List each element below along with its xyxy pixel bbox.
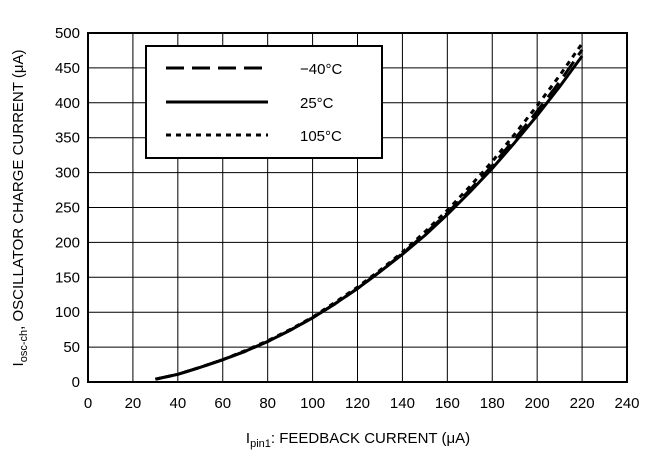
x-tick-label: 180 xyxy=(480,395,505,412)
y-tick-label: 100 xyxy=(55,304,80,321)
x-tick-label: 120 xyxy=(345,395,370,412)
x-tick-label: 20 xyxy=(125,395,142,412)
x-tick-labels: 0 20 40 60 80 100 120 140 160 180 200 220 240 xyxy=(84,395,640,412)
y-tick-labels: 0 50 100 150 200 250 300 350 400 450 500 xyxy=(55,25,80,391)
plot-frame xyxy=(87,32,628,383)
y-tick-label: 0 xyxy=(72,374,80,391)
series-layer xyxy=(155,42,584,381)
x-tick-label: 220 xyxy=(570,395,595,412)
y-tick-label: 200 xyxy=(55,234,80,251)
x-tick-label: 240 xyxy=(614,395,639,412)
y-axis-label: Iosc-ch, OSCILLATOR CHARGE CURRENT (μA) xyxy=(10,50,30,367)
x-tick-label: 40 xyxy=(169,395,186,412)
legend: −40°C 25°C 105°C xyxy=(145,45,383,159)
legend-label-25: 25°C xyxy=(300,95,334,112)
y-tick-label: 350 xyxy=(55,130,80,147)
y-tick-label: 150 xyxy=(55,269,80,286)
y-tick-label: 250 xyxy=(55,200,80,217)
x-tick-label: 60 xyxy=(214,395,231,412)
y-tick-label: 500 xyxy=(55,25,80,42)
y-tick-label: 400 xyxy=(55,95,80,112)
x-axis-label: Ipin1: FEEDBACK CURRENT (μA) xyxy=(246,430,470,450)
y-tick-label: 50 xyxy=(63,339,80,356)
x-tick-label: 200 xyxy=(525,395,550,412)
x-tick-label: 140 xyxy=(390,395,415,412)
y-tick-label: 450 xyxy=(55,60,80,77)
y-tick-label: 300 xyxy=(55,165,80,182)
x-tick-label: 80 xyxy=(259,395,276,412)
x-tick-label: 0 xyxy=(84,395,92,412)
x-tick-label: 160 xyxy=(435,395,460,412)
series-line-2 xyxy=(155,42,584,381)
x-tick-label: 100 xyxy=(300,395,325,412)
legend-label-105: 105°C xyxy=(300,128,342,145)
legend-label-minus40: −40°C xyxy=(300,61,342,78)
